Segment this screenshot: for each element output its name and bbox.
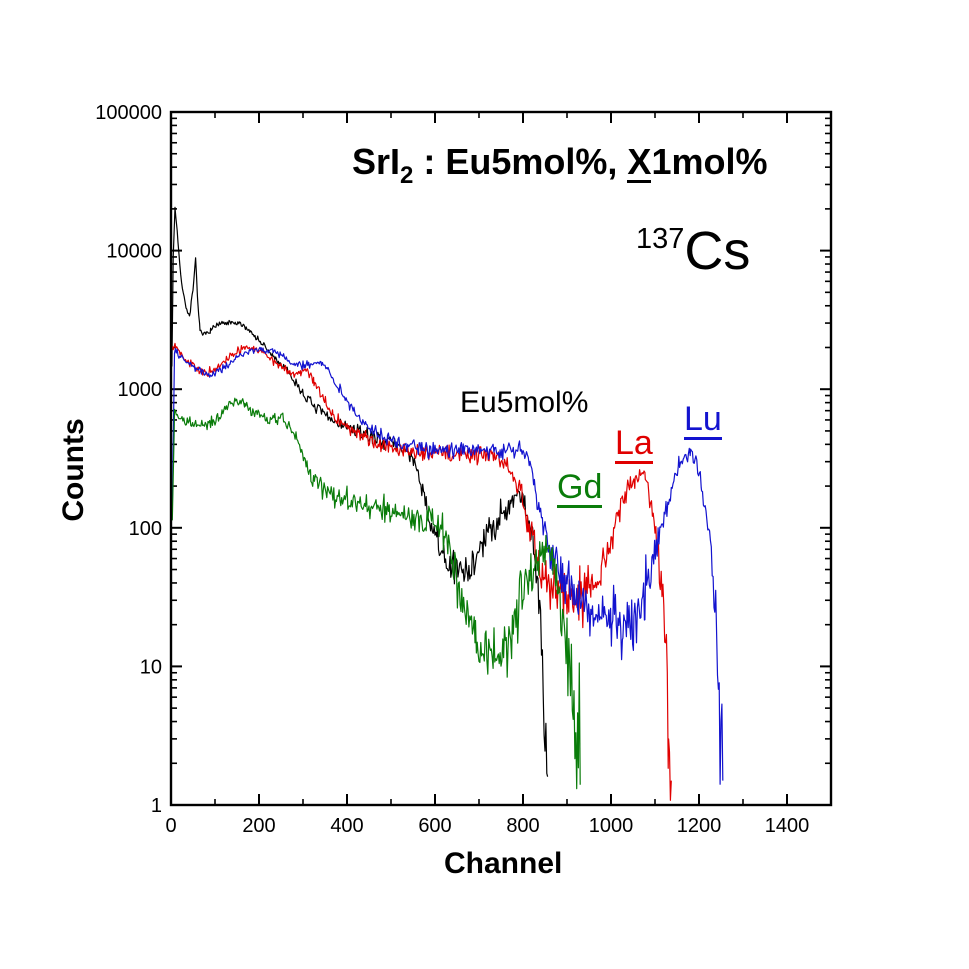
title-subscript: 2 <box>400 162 414 189</box>
title-prefix: SrI <box>352 141 401 182</box>
tick-labels: 0 200 400 600 800 1000 1200 1400 1 10 100 1000 10000… <box>95 102 809 837</box>
series-curve-eu5mol- <box>171 206 549 777</box>
plot-frame <box>169 110 833 807</box>
series-curve-la <box>171 342 672 801</box>
x-tick-label: 0 <box>165 815 176 837</box>
y-axis-title: Counts <box>57 418 90 522</box>
series-label-gd: Gd <box>557 470 603 509</box>
y-tick-label: 10000 <box>106 241 162 263</box>
series-curve-gd <box>171 397 581 790</box>
series-label-la: La <box>615 426 653 465</box>
title-mid: : Eu5mol%, <box>413 141 628 182</box>
spectra-curves <box>171 206 724 801</box>
x-tick-label: 800 <box>506 815 539 837</box>
series-label-lu: Lu <box>684 402 722 441</box>
x-tick-label: 200 <box>242 815 275 837</box>
y-tick-label: 1000 <box>118 379 163 401</box>
isotope-mass-number: 137 <box>636 223 685 255</box>
x-tick-label: 400 <box>330 815 363 837</box>
title-underlined-x: X <box>627 141 652 184</box>
isotope-label: 137Cs <box>636 224 750 278</box>
x-tick-label: 600 <box>418 815 451 837</box>
series-curve-lu <box>171 346 724 785</box>
series-label-eu5mol-: Eu5mol% <box>460 386 589 419</box>
y-tick-label: 10 <box>140 656 162 678</box>
isotope-element: Cs <box>684 221 751 281</box>
y-tick-label: 100000 <box>95 102 162 124</box>
y-tick-label: 100 <box>129 518 162 540</box>
chart-title: SrI2 : Eu5mol%, X1mol% <box>352 141 768 189</box>
title-suffix: 1mol% <box>651 141 768 182</box>
x-tick-label: 1000 <box>589 815 634 837</box>
y-tick-label: 1 <box>151 795 162 817</box>
x-tick-label: 1400 <box>765 815 810 837</box>
x-axis-title: Channel <box>444 847 563 880</box>
axis-ticks <box>170 111 832 806</box>
x-tick-label: 1200 <box>677 815 722 837</box>
